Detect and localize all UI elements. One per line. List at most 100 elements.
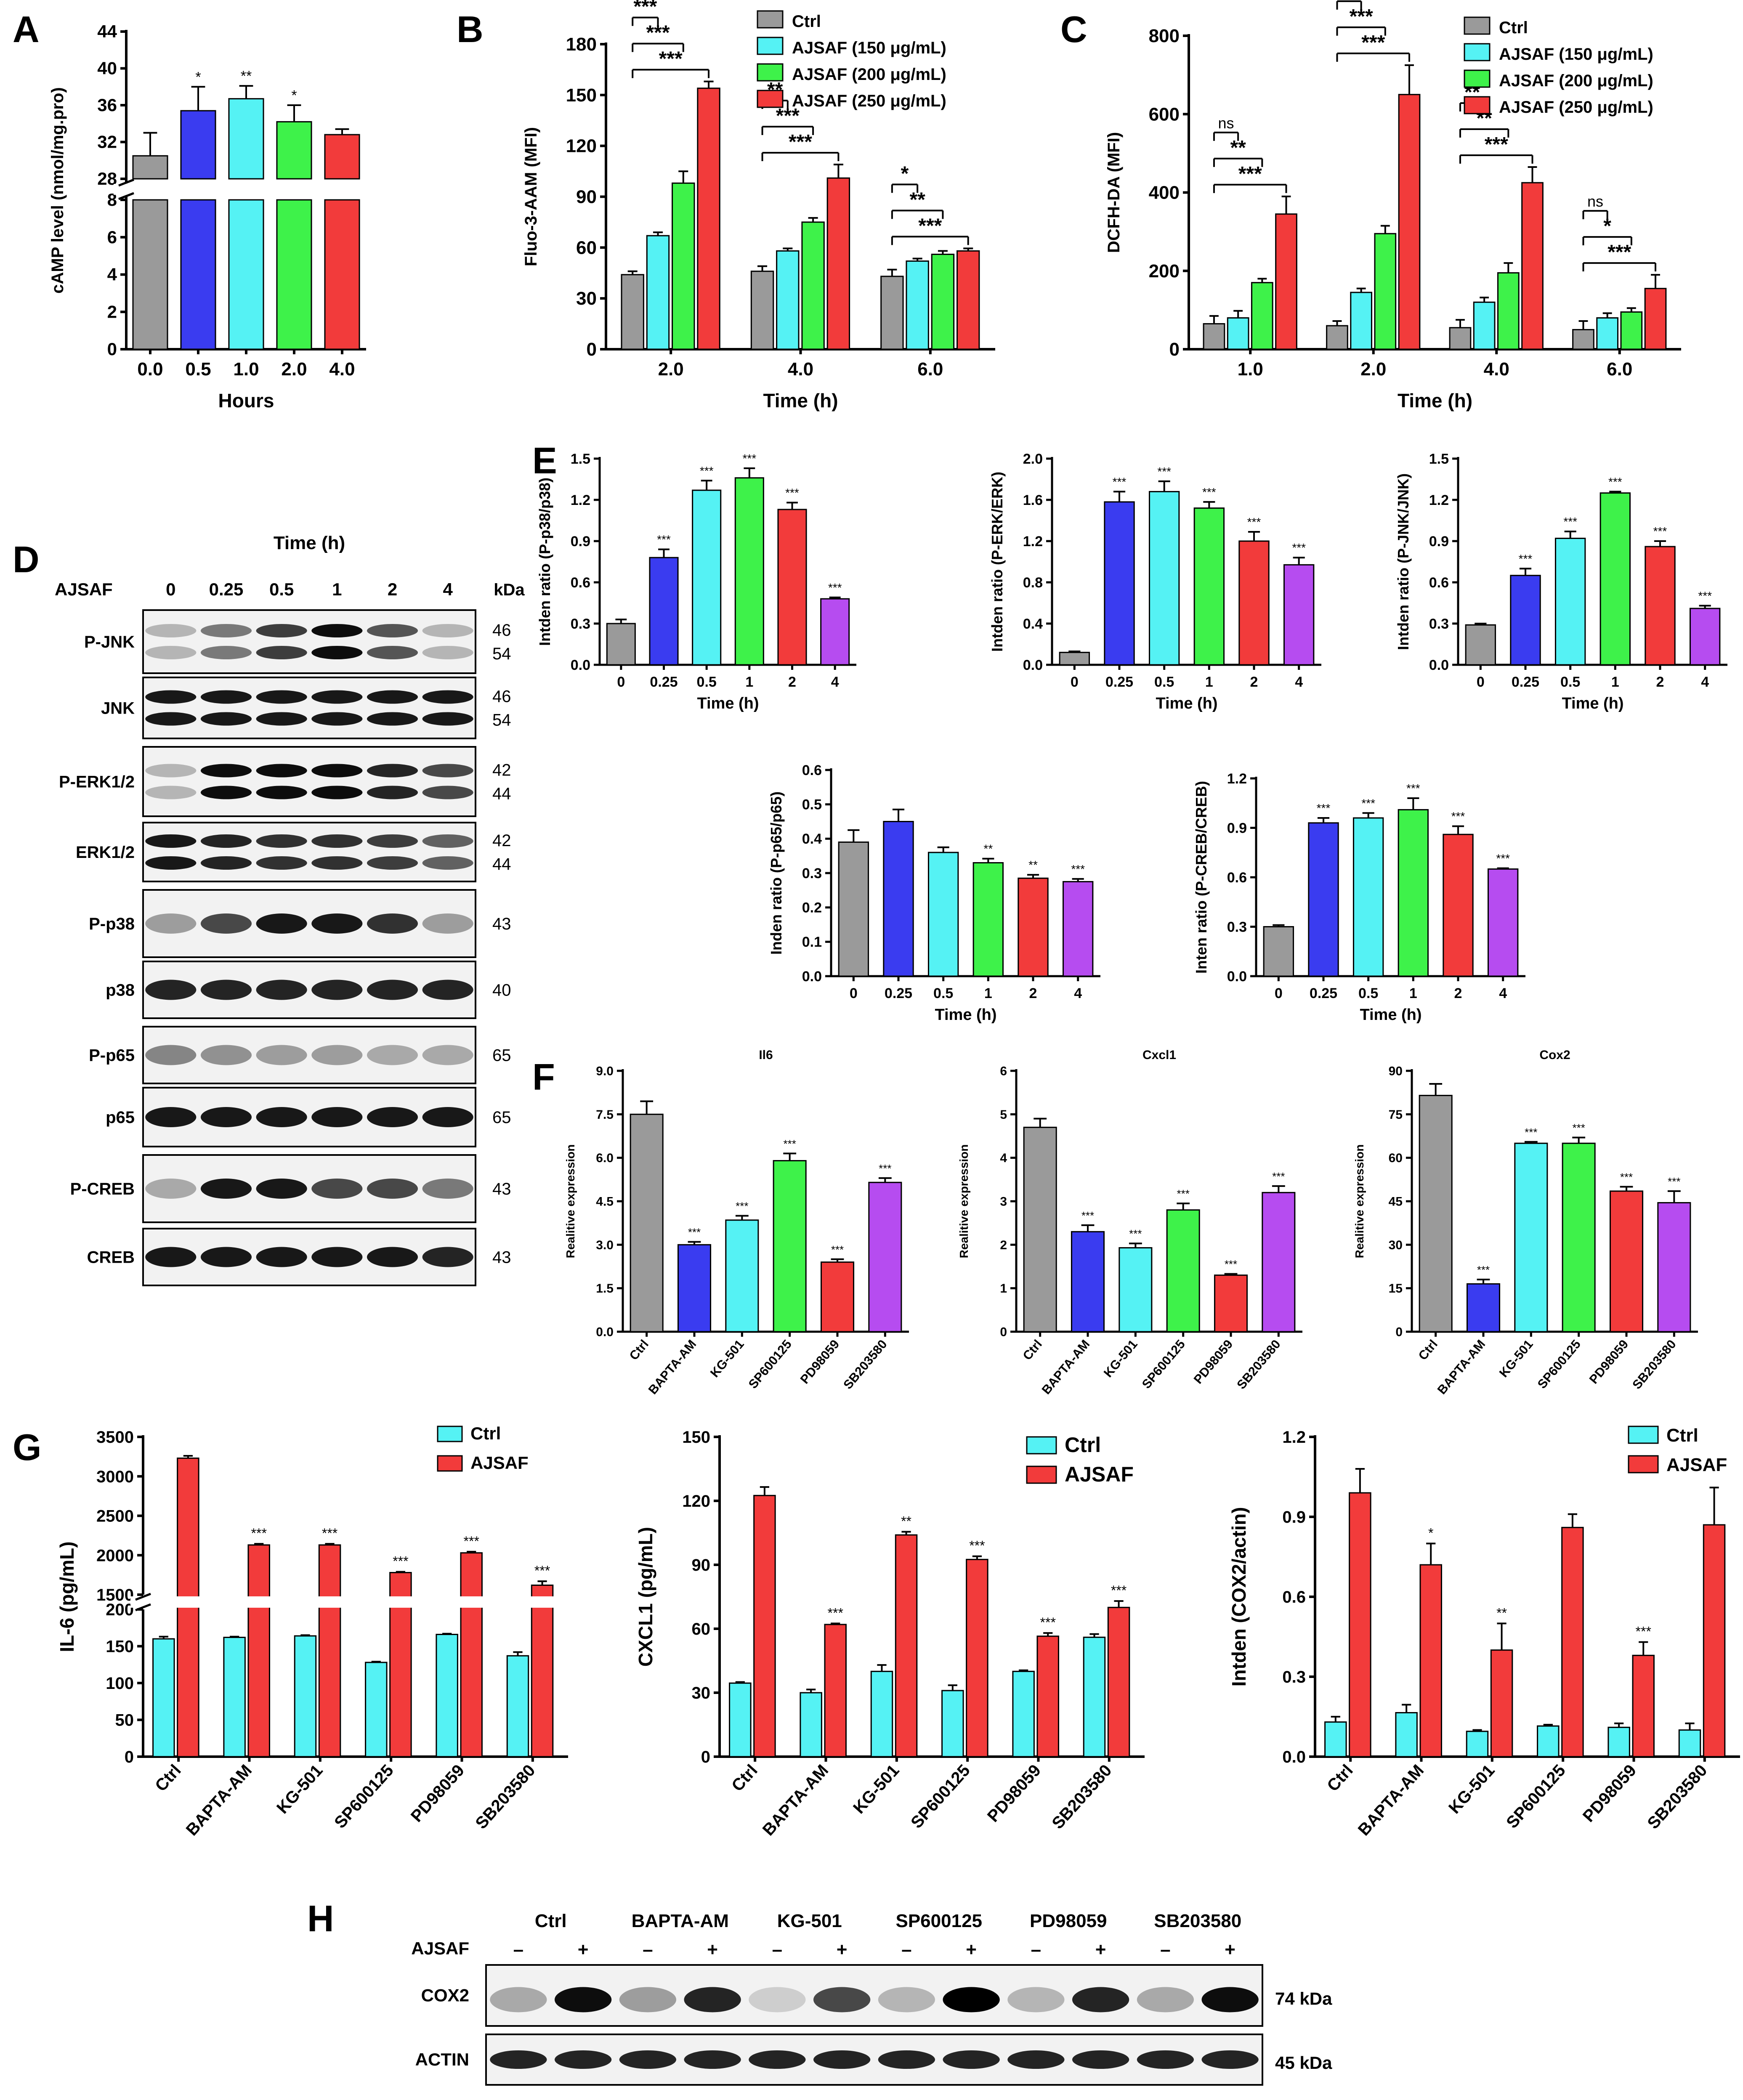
blot-kda: 43 (492, 1248, 511, 1267)
bar-AJSAF (200 μg/mL) (1497, 272, 1520, 350)
y-axis-label: Realitive expression (564, 1144, 577, 1258)
bar-SB203580 (1657, 1202, 1691, 1333)
y-tick-label: 0.3 (571, 616, 590, 632)
blot-row-label: COX2 (421, 1986, 469, 2005)
blot-band (145, 1045, 197, 1065)
y-tick-label: 1.2 (1023, 534, 1043, 550)
x-tick-label: PD98059 (1579, 1761, 1640, 1826)
axis-break (118, 178, 134, 187)
bar-Ctrl (1607, 1726, 1630, 1758)
y-tick-label: 0.3 (1282, 1668, 1306, 1686)
bar-KG-501 (725, 1219, 759, 1333)
sign-label: – (772, 1939, 782, 1960)
y-axis-label: Realitive expression (1353, 1144, 1366, 1258)
bar-0 (838, 842, 869, 977)
bar-2 (1238, 540, 1270, 666)
blot-band (311, 764, 363, 778)
blot-band (422, 1179, 473, 1199)
chart-E5: 0.0 0.3 0.6 0.9 1.2 0 *** 0.25 *** 0.5 *** 1 *** 2 ***… (1193, 771, 1525, 1024)
significance-label: *** (251, 1526, 267, 1541)
blot-band (367, 980, 418, 1000)
y-tick-label: 0.3 (1227, 919, 1247, 935)
significance-label: *** (1202, 486, 1216, 499)
blot-band (311, 913, 363, 934)
bar-BAPTA-AM (1466, 1283, 1501, 1333)
y-tick-label: 5 (1000, 1108, 1007, 1122)
blot-frame (142, 746, 476, 817)
blot-band (145, 913, 197, 934)
x-tick-label: 1.0 (233, 359, 259, 380)
x-tick-label: PD98059 (407, 1761, 468, 1826)
y-tick-label: 7.5 (596, 1108, 614, 1122)
bar-AJSAF (1107, 1606, 1130, 1758)
significance-label: *** (828, 1605, 843, 1620)
y-tick-label: 0.0 (596, 1325, 614, 1339)
panel-letter-A: A (13, 8, 40, 50)
blot-band (367, 1045, 418, 1065)
significance-label: *** (534, 1563, 550, 1578)
y-tick-label: 0.2 (802, 900, 822, 916)
bar-Ctrl (750, 271, 774, 350)
bar-Ctrl (941, 1690, 964, 1758)
blot-band (256, 1107, 307, 1127)
legend-label: AJSAF (250 μg/mL) (792, 92, 946, 110)
x-tick-label: SP600125 (746, 1337, 794, 1391)
blot-band (422, 1247, 473, 1267)
bar-upper-0.0 (132, 155, 168, 180)
bracket-label: *** (918, 215, 942, 237)
bar-0 (1059, 652, 1090, 666)
blot-band (200, 913, 252, 934)
lane-label: 2 (388, 579, 397, 599)
x-tick-label: SB203580 (1234, 1337, 1283, 1392)
x-tick-label: 0.25 (885, 985, 912, 1001)
x-axis-label: Time (h) (935, 1006, 996, 1024)
y-tick-label: 150 (566, 85, 597, 106)
x-tick-label: 0 (1071, 674, 1079, 690)
bracket-label: *** (1238, 163, 1262, 185)
y-tick-label: 4 (107, 265, 117, 284)
y-tick-label: 200 (1149, 261, 1180, 281)
blot-band (256, 786, 307, 799)
significance-label: ** (1028, 858, 1038, 871)
bar-1 (1398, 809, 1429, 977)
bar-2 (1018, 877, 1049, 977)
legend-label: AJSAF (250 μg/mL) (1499, 98, 1653, 117)
blot-row-label: JNK (101, 699, 135, 718)
blot-band (256, 764, 307, 778)
significance-label: *** (1225, 1258, 1237, 1271)
bar-Ctrl (1466, 1731, 1489, 1758)
bar-0.25 (1308, 822, 1339, 977)
blot-band (749, 2050, 806, 2069)
lane-label: 0.5 (269, 579, 294, 599)
bar-4 (1062, 881, 1094, 977)
blot-row-label: ERK1/2 (76, 843, 135, 862)
bar-Ctrl (1572, 329, 1594, 350)
chart-title: Cox2 (1539, 1048, 1570, 1062)
significance-label: *** (1519, 552, 1533, 565)
x-tick-label: 2 (1029, 985, 1037, 1001)
blot-row-label: CREB (87, 1248, 135, 1267)
lane-label: 4 (443, 579, 453, 599)
significance-label: *** (1247, 515, 1261, 528)
bar-AJSAF (1561, 1527, 1584, 1758)
x-tick-label: SB203580 (1048, 1761, 1115, 1833)
blot-band (200, 834, 252, 848)
x-tick-label: 6.0 (917, 359, 943, 380)
x-tick-label: BAPTA-AM (759, 1761, 832, 1840)
bar-2 (777, 509, 807, 666)
blot-band (256, 1179, 307, 1199)
blot-band (1007, 1987, 1065, 2012)
significance-label: *** (736, 1200, 748, 1212)
x-tick-label: 0.25 (1105, 674, 1133, 690)
x-tick-label: BAPTA-AM (1435, 1337, 1488, 1397)
blot-band (490, 2050, 547, 2069)
x-tick-label: SP600125 (1535, 1337, 1584, 1391)
x-tick-label: 2 (788, 674, 796, 690)
significance-label: *** (1317, 802, 1331, 815)
significance-label: *** (1653, 525, 1667, 538)
y-axis-label: Intden ratio (P-ERK/ERK) (988, 472, 1006, 652)
legend-label: Ctrl (1666, 1425, 1698, 1446)
bar-AJSAF (247, 1544, 270, 1758)
group-label: BAPTA-AM (632, 1911, 729, 1931)
blot-frame (142, 822, 476, 882)
